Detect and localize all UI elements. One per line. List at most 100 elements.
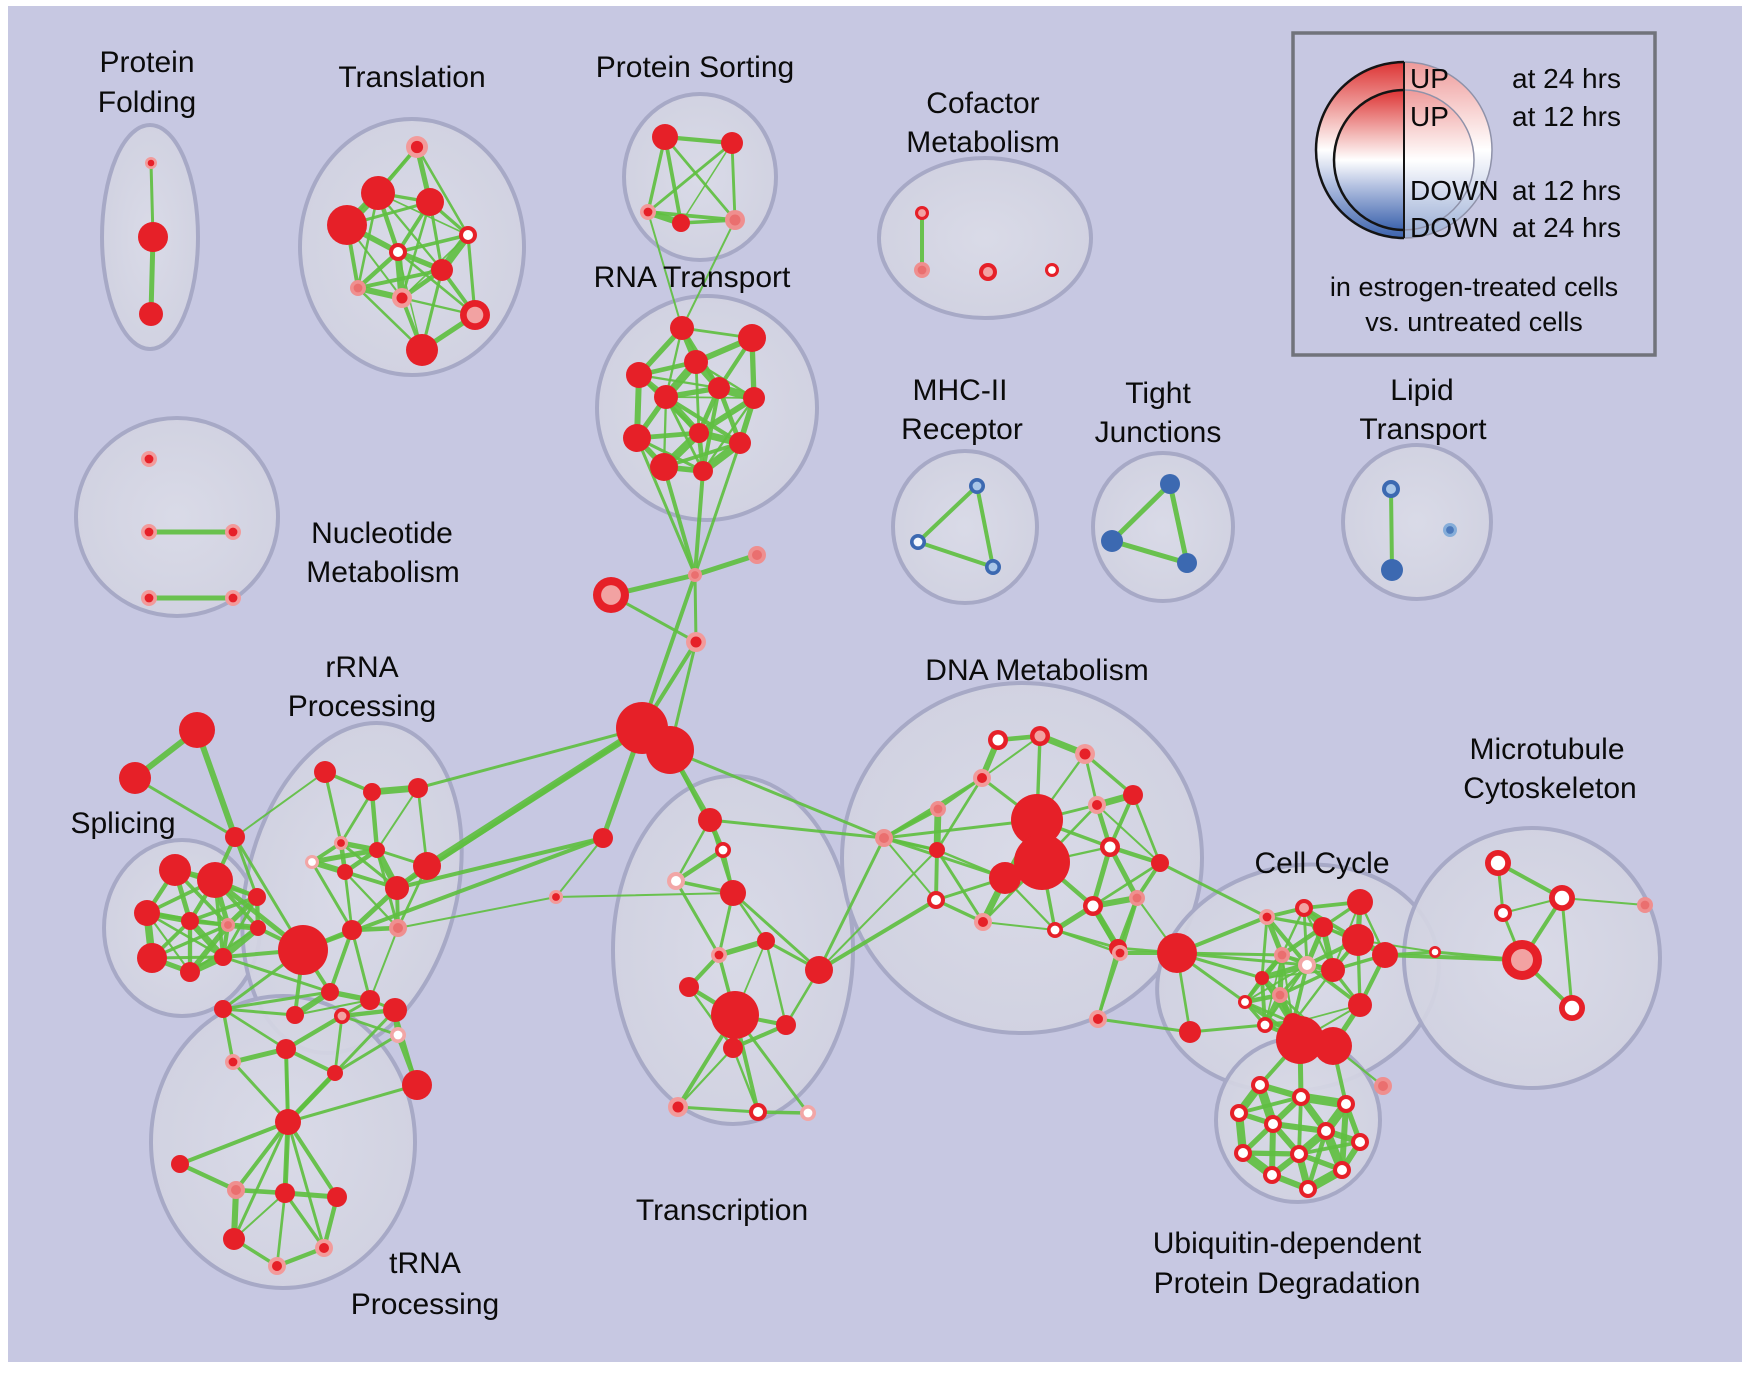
edge-m0-m1 <box>916 484 979 544</box>
network-node-d2 <box>1075 744 1095 764</box>
cluster-ellipse-trna <box>149 994 417 1290</box>
network-node-t10 <box>406 334 438 366</box>
edge-d23-k4 <box>1175 951 1309 967</box>
node-inner-disc <box>977 773 987 783</box>
network-node-f2 <box>139 302 163 326</box>
network-node-a0 <box>314 761 336 783</box>
edge-d5-d6 <box>883 837 938 851</box>
edge-g9-g8 <box>178 1120 290 1166</box>
mesh-edge-rrna <box>294 999 371 1016</box>
cluster-label-translation: Translation <box>338 61 485 94</box>
node-inner-disc <box>752 550 762 560</box>
edge-h0-h3 <box>693 573 698 644</box>
node-inner-disc <box>1355 1137 1365 1147</box>
node-inner-disc <box>552 893 560 901</box>
cluster-label-receptor: Receptor <box>901 413 1023 446</box>
node-outer-ring <box>363 783 381 801</box>
network-node-k17 <box>1374 1077 1392 1095</box>
edge-x2-a0 <box>234 771 326 838</box>
node-outer-ring <box>385 876 409 900</box>
network-node-r11 <box>693 461 713 481</box>
node-inner-disc <box>691 571 699 579</box>
cluster-label-nucleotide: Nucleotide <box>311 517 453 550</box>
network-node-t7 <box>350 280 366 296</box>
node-inner-disc <box>1050 925 1060 935</box>
mesh-edge-cc <box>1244 964 1308 1003</box>
node-outer-ring <box>139 302 163 326</box>
network-node-b9 <box>1333 1161 1351 1179</box>
node-outer-ring <box>711 991 759 1039</box>
legend-time-label: at 24 hrs <box>1512 212 1621 243</box>
node-outer-ring <box>1313 917 1333 937</box>
mesh-edge-trna <box>283 1191 326 1250</box>
node-outer-ring <box>416 188 444 216</box>
node-outer-ring <box>1321 958 1345 982</box>
mesh-edge-tran <box>396 233 470 254</box>
network-node-g6 <box>402 1070 432 1100</box>
network-node-k4 <box>1298 956 1316 974</box>
node-outer-ring <box>689 423 709 443</box>
cluster-ellipse-nucl <box>74 416 280 618</box>
legend-time-label: at 24 hrs <box>1512 63 1621 94</box>
node-outer-ring <box>1255 971 1269 985</box>
node-outer-ring <box>369 842 385 858</box>
cluster-label-tight: Tight <box>1125 377 1191 410</box>
network-node-t1 <box>361 176 395 210</box>
network-node-t6 <box>431 259 453 281</box>
node-outer-ring <box>721 132 743 154</box>
mesh-edge-sort <box>680 142 733 224</box>
node-inner-disc <box>1554 890 1570 906</box>
mesh-edge-dna <box>935 776 984 852</box>
node-outer-ring <box>1160 474 1180 494</box>
network-node-q3 <box>720 880 746 906</box>
network-node-g10 <box>227 1181 245 1199</box>
legend-direction-label: DOWN <box>1410 175 1499 206</box>
mesh-edge-trna <box>340 1014 400 1037</box>
mesh-edge-trna <box>333 1033 400 1075</box>
mesh-edge-sort <box>646 141 734 214</box>
cluster-label-transport: Transport <box>1359 413 1487 446</box>
mesh-edge-dna <box>982 921 1056 931</box>
node-outer-ring <box>321 983 339 1001</box>
node-inner-disc <box>1087 900 1099 912</box>
node-inner-disc <box>1267 1170 1277 1180</box>
network-node-k1 <box>1295 899 1313 917</box>
node-inner-disc <box>1511 949 1533 971</box>
node-inner-disc <box>601 585 621 605</box>
network-node-k9 <box>1257 1017 1273 1033</box>
network-node-b1 <box>1292 1088 1310 1106</box>
mesh-edge-dna <box>1131 793 1162 865</box>
edge-h0-h4 <box>640 573 697 730</box>
node-inner-disc <box>1321 1126 1331 1136</box>
mesh-edge-sort <box>663 135 683 225</box>
edge-d18-k0 <box>1158 861 1269 919</box>
node-inner-disc <box>992 734 1004 746</box>
node-inner-disc <box>410 140 424 154</box>
node-outer-ring <box>929 842 945 858</box>
node-outer-ring <box>646 726 694 774</box>
node-outer-ring <box>1347 889 1373 915</box>
cluster-label-splicing: Splicing <box>70 807 175 840</box>
edge-r8-h0 <box>635 436 697 577</box>
node-outer-ring <box>1348 993 1372 1017</box>
node-inner-disc <box>1302 960 1312 970</box>
network-node-g1 <box>225 1054 241 1070</box>
node-inner-disc <box>988 562 998 572</box>
node-inner-disc <box>466 306 484 324</box>
network-node-d7 <box>1011 794 1063 846</box>
mesh-edge-dna <box>883 837 937 901</box>
cluster-label-microtubule: Microtubule <box>1469 733 1624 766</box>
node-inner-disc <box>463 230 473 240</box>
network-node-b5 <box>1317 1122 1335 1140</box>
edge-x2-p8 <box>233 835 259 899</box>
edge-g8-g10 <box>234 1120 290 1192</box>
network-node-r4 <box>708 377 730 399</box>
network-node-n2 <box>225 524 241 540</box>
network-node-q13 <box>800 1105 816 1121</box>
node-inner-disc <box>393 1030 403 1040</box>
mesh-edge-rrna <box>323 770 343 845</box>
node-outer-ring <box>684 350 708 374</box>
node-outer-ring <box>1372 942 1398 968</box>
node-inner-disc <box>1262 912 1272 922</box>
network-node-n0 <box>141 451 157 467</box>
